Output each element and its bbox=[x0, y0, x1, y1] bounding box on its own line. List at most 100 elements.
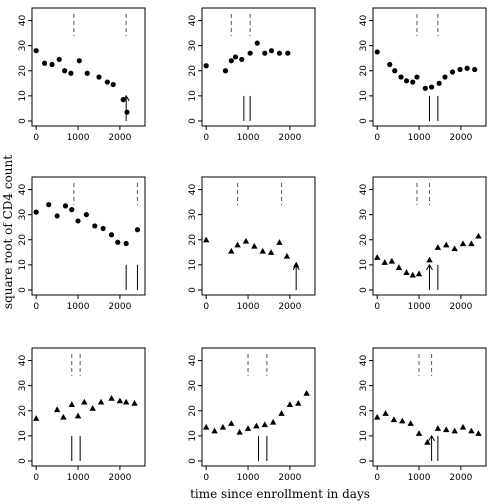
x-axis-title: time since enrollment in days bbox=[190, 487, 370, 501]
data-point bbox=[472, 66, 478, 73]
x-tick-label: 1000 bbox=[67, 473, 90, 483]
data-point bbox=[76, 58, 82, 64]
data-point bbox=[468, 240, 475, 247]
x-tick-label: 2000 bbox=[449, 302, 472, 312]
y-tick-label: 30 bbox=[18, 40, 28, 52]
data-point bbox=[268, 48, 275, 54]
panel-7: 0 1000 2000 0 10 20 30 40 bbox=[18, 347, 146, 483]
plot-frame bbox=[31, 7, 146, 127]
data-point bbox=[276, 50, 283, 56]
data-point bbox=[276, 239, 283, 245]
y-axis-title: square root of CD4 count bbox=[1, 155, 15, 309]
data-point bbox=[228, 247, 235, 254]
data-point bbox=[459, 423, 467, 430]
data-point bbox=[211, 427, 218, 434]
x-tick-label: 2000 bbox=[278, 473, 301, 483]
data-point bbox=[247, 50, 253, 56]
data-point bbox=[219, 423, 227, 430]
data-point bbox=[100, 225, 106, 232]
data-point bbox=[428, 84, 435, 90]
data-point bbox=[261, 421, 268, 428]
x-tick-label: 1000 bbox=[237, 473, 260, 483]
y-tick-label: 0 bbox=[188, 287, 198, 293]
data-point bbox=[295, 400, 302, 406]
data-point bbox=[278, 410, 285, 416]
y-tick-label: 0 bbox=[18, 458, 28, 464]
plot-frame bbox=[372, 7, 487, 127]
y-tick-label: 20 bbox=[188, 234, 198, 246]
data-point bbox=[53, 406, 61, 413]
data-point bbox=[110, 81, 116, 88]
data-point bbox=[108, 395, 115, 401]
y-tick-label: 30 bbox=[188, 209, 198, 221]
plot-frame bbox=[31, 347, 146, 467]
plot-frame bbox=[201, 7, 316, 127]
data-point bbox=[251, 242, 258, 249]
y-tick-label: 10 bbox=[18, 259, 28, 271]
y-tick-label: 10 bbox=[188, 430, 198, 442]
y-tick-label: 40 bbox=[188, 355, 198, 367]
y-tick-label: 0 bbox=[359, 287, 369, 293]
y-tick-label: 30 bbox=[359, 380, 369, 392]
y-tick-label: 0 bbox=[359, 118, 369, 124]
x-tick-label: 0 bbox=[203, 302, 209, 312]
data-point bbox=[244, 425, 252, 431]
data-point bbox=[398, 74, 404, 80]
data-point bbox=[373, 413, 381, 420]
data-point bbox=[415, 270, 423, 277]
y-tick-label: 40 bbox=[18, 355, 28, 367]
y-tick-label: 20 bbox=[359, 405, 369, 417]
y-tick-label: 10 bbox=[188, 259, 198, 271]
data-point bbox=[451, 427, 458, 434]
y-tick-label: 20 bbox=[18, 234, 28, 246]
data-point bbox=[457, 66, 463, 73]
x-tick-label: 2000 bbox=[108, 473, 131, 483]
data-point bbox=[115, 239, 121, 245]
data-point bbox=[387, 61, 393, 68]
data-point bbox=[54, 213, 60, 219]
data-point bbox=[403, 269, 410, 275]
y-tick-label: 40 bbox=[359, 15, 369, 27]
y-tick-label: 40 bbox=[18, 184, 28, 196]
y-tick-label: 10 bbox=[359, 90, 369, 102]
data-point bbox=[134, 227, 141, 233]
data-point bbox=[116, 397, 124, 404]
y-tick-label: 10 bbox=[359, 259, 369, 271]
data-point bbox=[451, 245, 458, 252]
plot-frame bbox=[372, 347, 487, 467]
x-tick-label: 1000 bbox=[237, 302, 260, 312]
y-tick-label: 0 bbox=[18, 287, 28, 293]
data-point bbox=[422, 85, 428, 91]
data-point bbox=[203, 63, 209, 69]
y-tick-label: 20 bbox=[359, 65, 369, 77]
data-point bbox=[399, 417, 406, 424]
data-point bbox=[32, 415, 40, 421]
y-tick-label: 30 bbox=[188, 40, 198, 52]
y-tick-label: 20 bbox=[188, 405, 198, 417]
data-point bbox=[202, 423, 210, 430]
y-tick-label: 20 bbox=[18, 405, 28, 417]
data-point bbox=[62, 203, 69, 209]
x-tick-label: 0 bbox=[33, 473, 39, 483]
y-tick-label: 10 bbox=[359, 430, 369, 442]
x-tick-label: 0 bbox=[203, 133, 209, 143]
y-tick-label: 40 bbox=[188, 184, 198, 196]
panel-1: 0 1000 2000 0 10 20 30 40 bbox=[18, 7, 146, 143]
data-point bbox=[434, 425, 442, 431]
x-tick-label: 1000 bbox=[408, 473, 431, 483]
data-point bbox=[286, 401, 294, 408]
data-point bbox=[49, 61, 55, 68]
data-point bbox=[426, 256, 433, 263]
data-point bbox=[475, 232, 482, 239]
data-point bbox=[259, 247, 266, 254]
data-point bbox=[122, 398, 130, 405]
data-point bbox=[407, 420, 414, 426]
data-point bbox=[202, 236, 210, 243]
panel-9: 0 1000 2000 0 10 20 30 40 bbox=[359, 347, 487, 483]
y-tick-label: 0 bbox=[188, 458, 198, 464]
data-point bbox=[424, 438, 431, 445]
y-tick-label: 40 bbox=[359, 184, 369, 196]
data-point bbox=[303, 389, 310, 396]
data-point bbox=[409, 271, 416, 278]
data-point bbox=[285, 50, 291, 56]
